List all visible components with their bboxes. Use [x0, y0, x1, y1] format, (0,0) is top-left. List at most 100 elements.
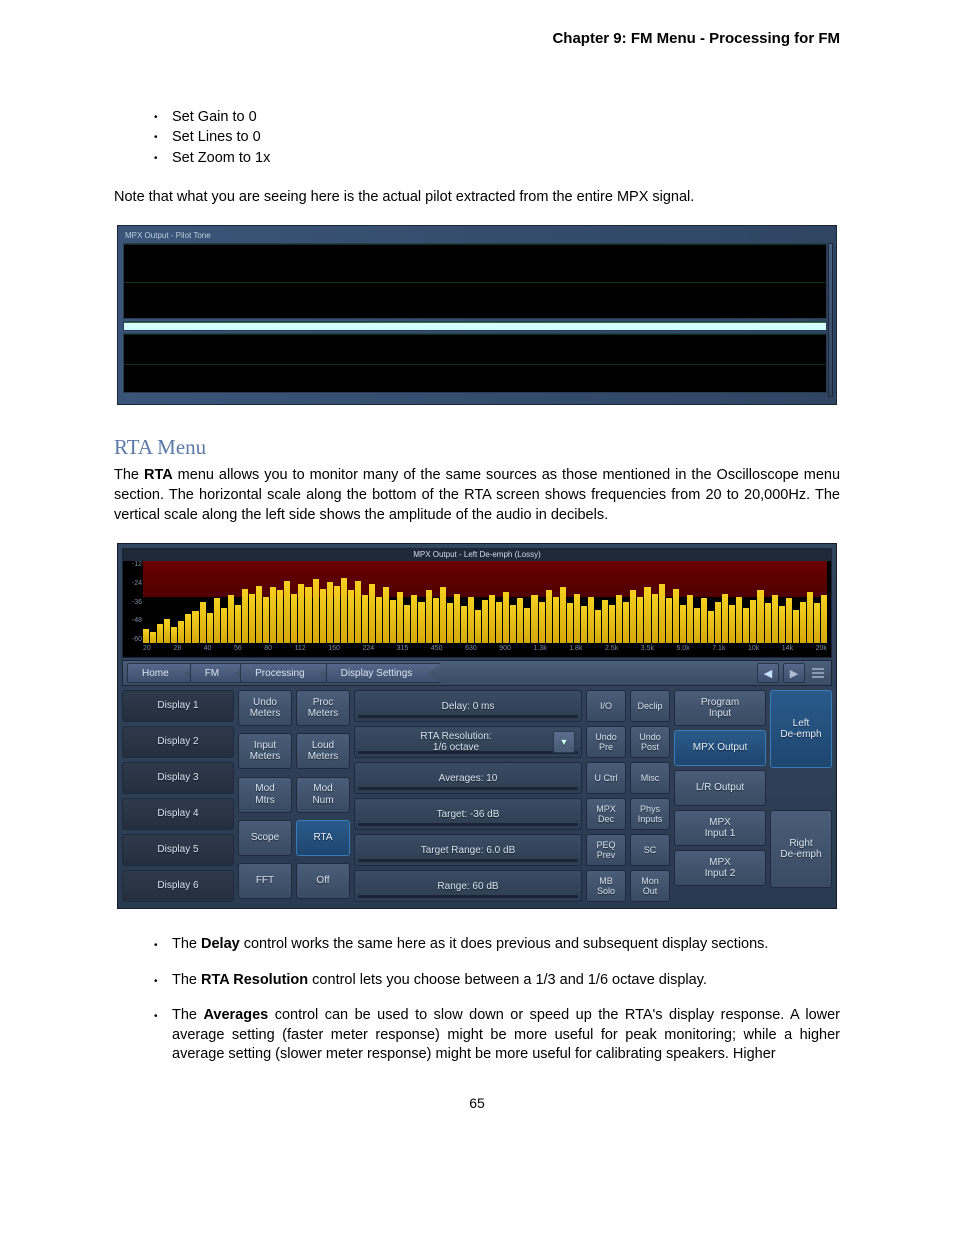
spectrum-bar — [313, 579, 319, 643]
category-button[interactable]: UndoPost — [630, 726, 670, 758]
source-button[interactable]: MPXInput 1 — [674, 810, 766, 846]
parameter-slider[interactable]: RTA Resolution:1/6 octave▼ — [354, 726, 582, 758]
category-button[interactable]: PhysInputs — [630, 798, 670, 830]
display-column: Display 1 Display 2 Display 3 Display 4 Disp… — [122, 690, 234, 902]
category-button[interactable]: SC — [630, 834, 670, 866]
breadcrumb-item[interactable]: Home — [127, 663, 198, 683]
channel-right-button[interactable]: RightDe-emph — [770, 810, 832, 888]
nav-prev-button[interactable]: ◀ — [757, 663, 779, 683]
category-button[interactable]: MonOut — [630, 870, 670, 902]
spectrum-bar — [722, 594, 728, 644]
spectrum-bar — [440, 587, 446, 643]
category-button[interactable]: MPXDec — [586, 798, 626, 830]
meter-mode-button[interactable]: LoudMeters — [296, 733, 350, 769]
top-bullet-list: Set Gain to 0Set Lines to 0Set Zoom to 1… — [154, 107, 840, 168]
spectrum-bar — [772, 595, 778, 643]
category-button[interactable]: I/O — [586, 690, 626, 722]
spectrum-bar — [743, 608, 749, 643]
spectrum-bar — [270, 587, 276, 643]
spectrum-bar — [531, 595, 537, 643]
meter-mode-button[interactable]: InputMeters — [238, 733, 292, 769]
chapter-header: Chapter 9: FM Menu - Processing for FM — [114, 30, 840, 47]
spectrum-bar — [630, 590, 636, 643]
category-button[interactable]: UndoPre — [586, 726, 626, 758]
rta-bars — [143, 563, 827, 643]
spectrum-bar — [291, 594, 297, 644]
meter-mode-button[interactable]: ProcMeters — [296, 690, 350, 726]
breadcrumb-item[interactable]: Processing — [240, 663, 333, 683]
display-preset-button[interactable]: Display 4 — [122, 798, 234, 830]
parameter-slider[interactable]: Target: -36 dB — [354, 798, 582, 830]
meter-mode-button[interactable]: UndoMeters — [238, 690, 292, 726]
bullet-item: Set Lines to 0 — [154, 127, 840, 147]
osc-scrollbar[interactable] — [828, 243, 833, 397]
menu-icon[interactable] — [809, 663, 827, 683]
meter-mode-button[interactable]: ModNum — [296, 777, 350, 813]
spectrum-bar — [298, 584, 304, 643]
display-preset-button[interactable]: Display 5 — [122, 834, 234, 866]
spectrum-bar — [256, 586, 262, 644]
spectrum-bar — [383, 587, 389, 643]
nav-next-button[interactable]: ▶ — [783, 663, 805, 683]
spectrum-bar — [539, 602, 545, 644]
meter-mode-button[interactable]: ModMtrs — [238, 777, 292, 813]
spectrum-bar — [235, 605, 241, 643]
spectrum-bar — [602, 600, 608, 643]
spectrum-bar — [757, 590, 763, 643]
spectrum-bar — [320, 589, 326, 643]
source-button[interactable]: L/R Output — [674, 770, 766, 806]
display-preset-button[interactable]: Display 3 — [122, 762, 234, 794]
spectrum-bar — [595, 610, 601, 644]
display-preset-button[interactable]: Display 2 — [122, 726, 234, 758]
spectrum-bar — [652, 594, 658, 644]
spectrum-bar — [433, 598, 439, 643]
spectrum-bar — [588, 597, 594, 643]
breadcrumb-item[interactable]: Display Settings — [326, 663, 442, 683]
description-item: The Delay control works the same here as… — [154, 935, 840, 955]
bullet-item: Set Gain to 0 — [154, 107, 840, 127]
spectrum-bar — [192, 611, 198, 643]
spectrum-bar — [284, 581, 290, 643]
spectrum-bar — [263, 597, 269, 643]
source-button[interactable]: MPXInput 2 — [674, 850, 766, 886]
channel-left-button[interactable]: LeftDe-emph — [770, 690, 832, 768]
spectrum-bar — [327, 582, 333, 643]
category-button[interactable]: PEQPrev — [586, 834, 626, 866]
display-preset-button[interactable]: Display 1 — [122, 690, 234, 722]
category-button[interactable]: Declip — [630, 690, 670, 722]
spectrum-bar — [143, 629, 149, 643]
chevron-down-icon[interactable]: ▼ — [553, 731, 575, 753]
meter-mode-button[interactable]: FFT — [238, 863, 292, 899]
spectrum-bar — [503, 592, 509, 643]
spectrum-bar — [305, 587, 311, 643]
category-button[interactable]: MBSolo — [586, 870, 626, 902]
description-item: The RTA Resolution control lets you choo… — [154, 971, 840, 991]
spectrum-bar — [715, 602, 721, 644]
source-button[interactable]: ProgramInput — [674, 690, 766, 726]
description-item: The Averages control can be used to slow… — [154, 1006, 840, 1065]
rta-controls: Display 1 Display 2 Display 3 Display 4 Disp… — [122, 690, 832, 902]
category-button[interactable]: U Ctrl — [586, 762, 626, 794]
meter-mode-button[interactable]: Off — [296, 863, 350, 899]
spectrum-bar — [644, 587, 650, 643]
spectrum-bar — [701, 598, 707, 643]
spectrum-bar — [150, 632, 156, 643]
spectrum-bar — [821, 595, 827, 643]
spectrum-bar — [355, 581, 361, 643]
spectrum-bar — [404, 605, 410, 643]
source-button[interactable]: MPX Output — [674, 730, 766, 766]
spectrum-bar — [524, 608, 530, 643]
spectrum-bar — [454, 594, 460, 644]
channel-column: LeftDe-emph RightDe-emph — [770, 690, 832, 902]
parameter-slider[interactable]: Delay: 0 ms — [354, 690, 582, 722]
parameter-slider[interactable]: Averages: 10 — [354, 762, 582, 794]
page-number: 65 — [114, 1095, 840, 1111]
display-preset-button[interactable]: Display 6 — [122, 870, 234, 902]
spectrum-bar — [341, 578, 347, 644]
spectrum-bar — [736, 597, 742, 643]
parameter-slider[interactable]: Range: 60 dB — [354, 870, 582, 902]
meter-mode-button[interactable]: RTA — [296, 820, 350, 856]
category-button[interactable]: Misc — [630, 762, 670, 794]
parameter-slider[interactable]: Target Range: 6.0 dB — [354, 834, 582, 866]
meter-mode-button[interactable]: Scope — [238, 820, 292, 856]
